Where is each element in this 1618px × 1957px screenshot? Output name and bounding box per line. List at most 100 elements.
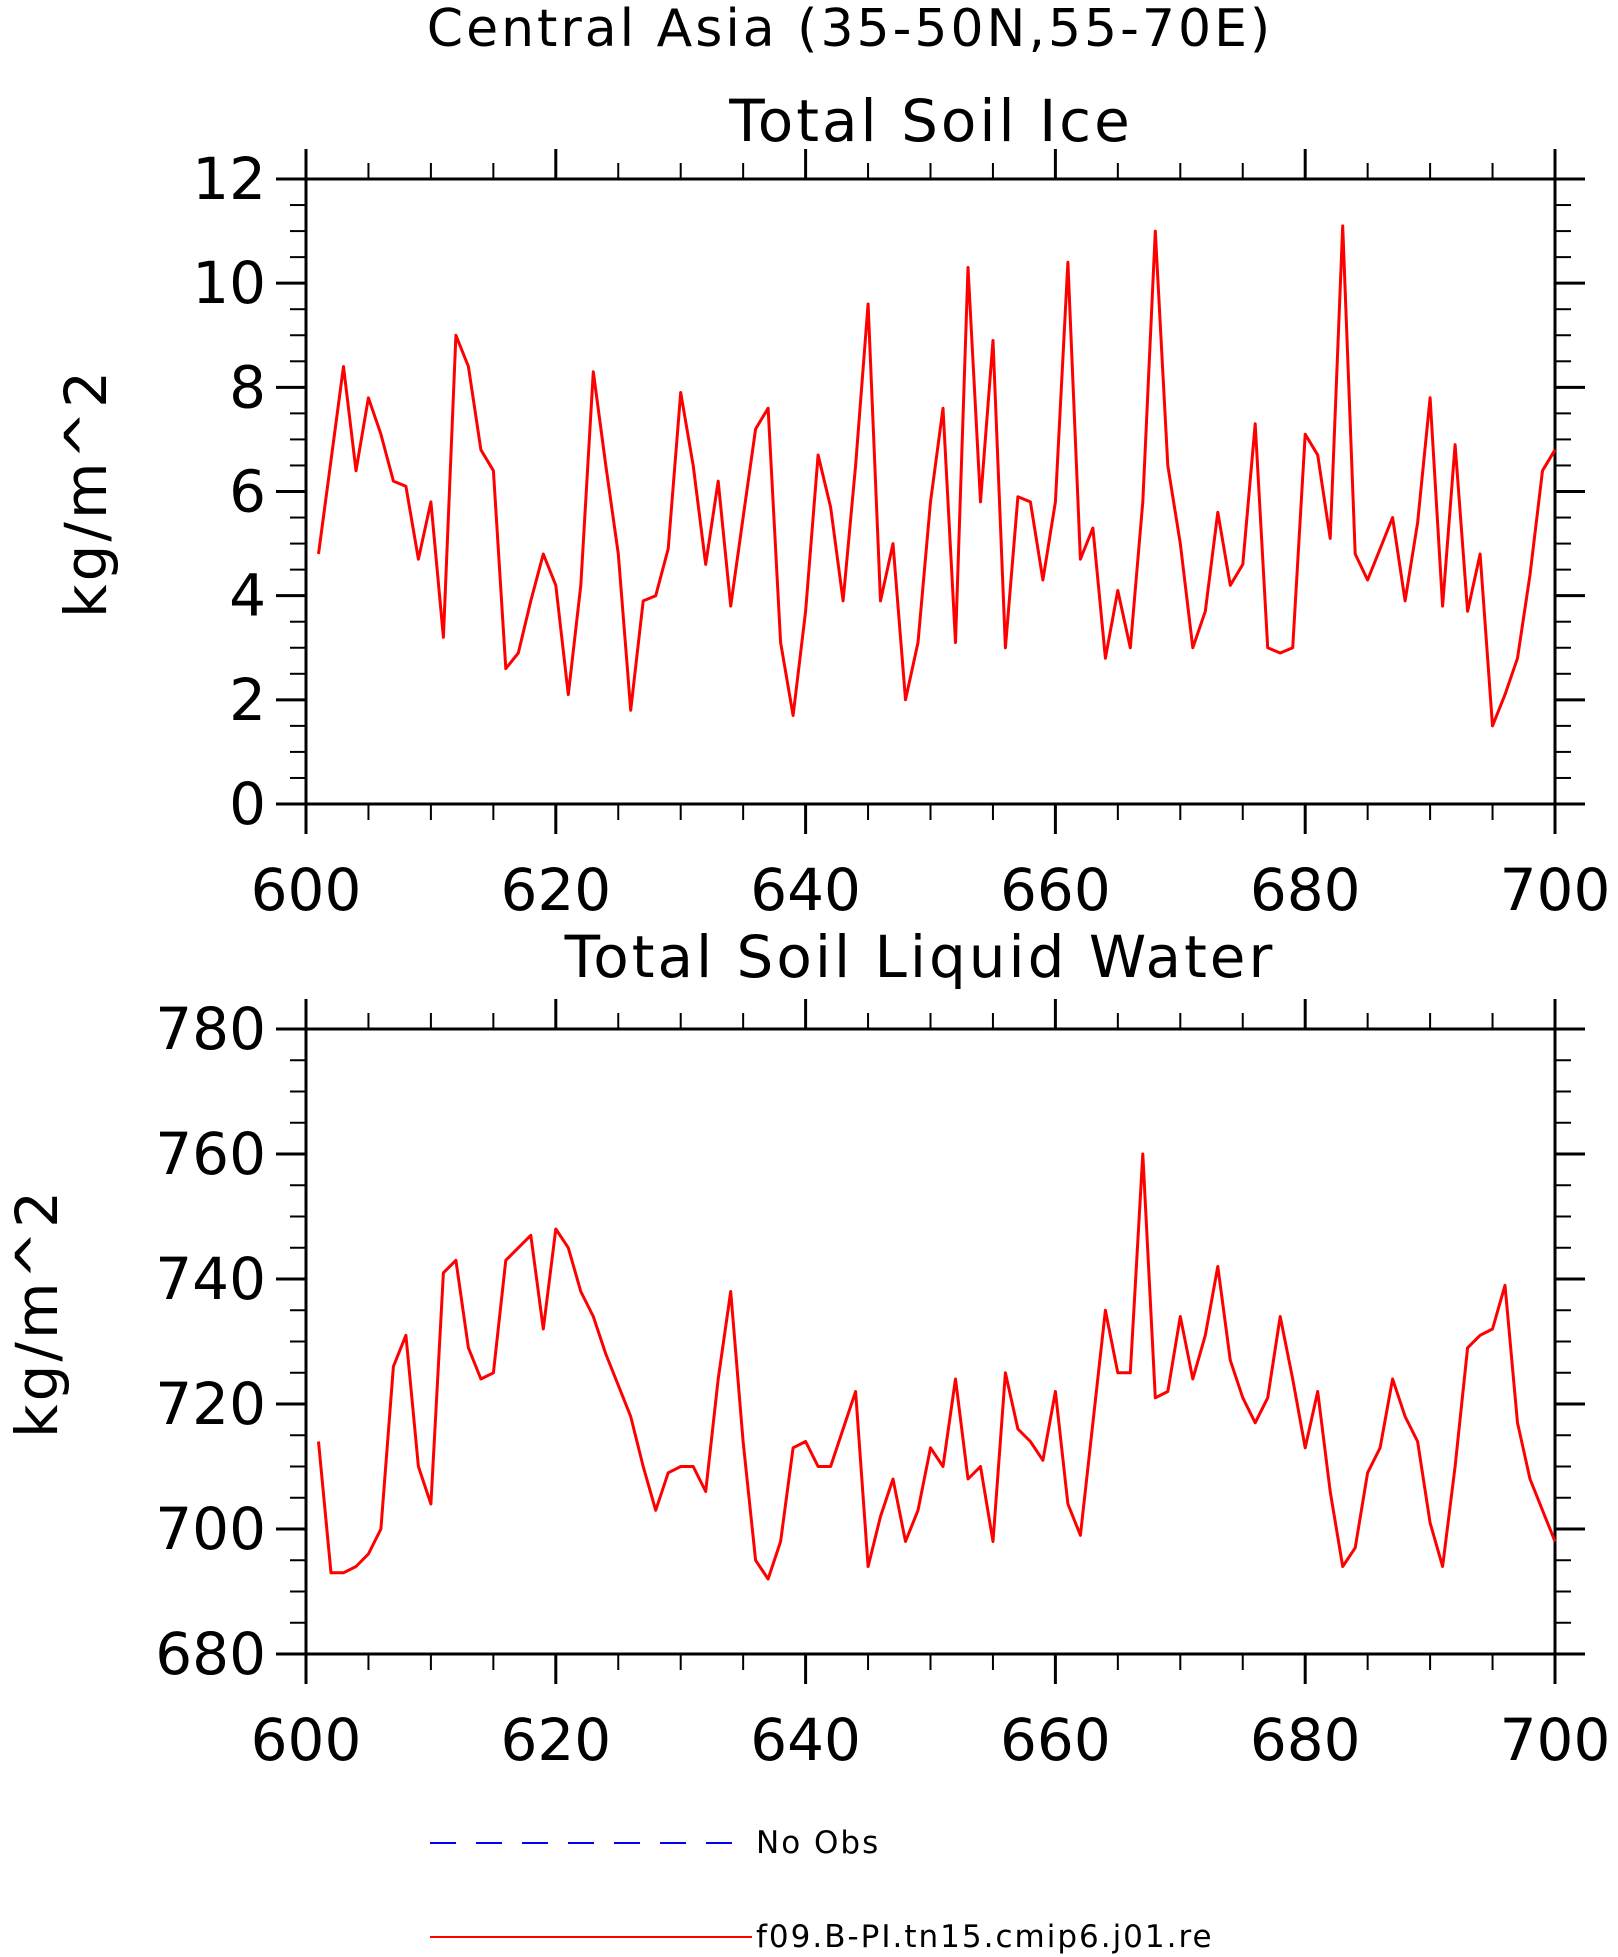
data-point (854, 1390, 858, 1394)
data-point (466, 365, 470, 369)
data-point (1091, 526, 1095, 530)
data-point (679, 391, 683, 395)
data-point (1016, 1427, 1020, 1431)
data-point (1128, 646, 1132, 650)
data-point (991, 338, 995, 342)
data-point (1253, 422, 1257, 426)
data-point (1128, 1371, 1132, 1375)
data-point (729, 1290, 733, 1294)
data-point (953, 1377, 957, 1381)
data-point (729, 604, 733, 608)
data-point (1541, 469, 1545, 473)
data-point (1116, 588, 1120, 592)
data-point (1378, 1446, 1382, 1450)
data-point (541, 1327, 545, 1331)
data-point (929, 1446, 933, 1450)
y-tick-label: 720 (155, 1370, 266, 1438)
data-point (866, 302, 870, 306)
plot-frame (304, 1027, 1557, 1656)
data-point (604, 463, 608, 467)
data-point (1328, 536, 1332, 540)
data-point (554, 583, 558, 587)
data-point (504, 1258, 508, 1262)
data-point (1078, 1533, 1082, 1537)
data-point (1428, 1521, 1432, 1525)
data-point (404, 1333, 408, 1337)
data-point (941, 406, 945, 410)
data-point (566, 693, 570, 697)
x-tick-label: 680 (1250, 1706, 1361, 1774)
data-point (691, 463, 695, 467)
data-point (1316, 1390, 1320, 1394)
figure-title: Central Asia (35-50N,55-70E) (427, 0, 1273, 59)
data-point (978, 1465, 982, 1469)
data-point (541, 552, 545, 556)
data-point (1203, 1333, 1207, 1337)
data-point (666, 1471, 670, 1475)
data-point (1441, 1565, 1445, 1569)
data-point (1166, 1390, 1170, 1394)
data-point (654, 1508, 658, 1512)
data-point (779, 1540, 783, 1544)
data-point (1103, 1308, 1107, 1312)
data-point (1403, 1415, 1407, 1419)
data-point (854, 463, 858, 467)
data-point (1341, 224, 1345, 228)
data-point (529, 599, 533, 603)
data-point (1453, 1465, 1457, 1469)
data-point (1216, 510, 1220, 514)
panel-liquid-series (317, 1152, 1557, 1581)
panel-ice: Total Soil Ice kg/m^2 600 620 640 660 680 700… (52, 87, 1610, 924)
data-point (754, 1558, 758, 1562)
data-point (316, 552, 320, 556)
data-point (391, 1365, 395, 1369)
data-point (841, 599, 845, 603)
data-point (679, 1465, 683, 1469)
x-tick-label: 700 (1500, 1706, 1611, 1774)
data-point (1253, 1421, 1257, 1425)
data-point (891, 1477, 895, 1481)
panel-liquid: Total Soil Liquid Water kg/m^2 600 620 640… (3, 923, 1610, 1774)
legend: No Obs f09.B-PI.tn15.cmip6.j01.re (430, 1825, 1212, 1955)
data-point (1491, 724, 1495, 728)
data-point (1303, 1446, 1307, 1450)
data-point (1041, 1458, 1045, 1462)
data-point (816, 1465, 820, 1469)
y-tick-label: 4 (229, 562, 266, 630)
data-point (691, 1465, 695, 1469)
x-tick-label: 660 (1000, 856, 1111, 924)
data-point (754, 427, 758, 431)
data-point (941, 1465, 945, 1469)
data-point (1003, 646, 1007, 650)
data-point (1066, 260, 1070, 264)
data-point (716, 479, 720, 483)
x-tick-label: 700 (1500, 856, 1611, 924)
data-point (891, 542, 895, 546)
data-point (1066, 1502, 1070, 1506)
data-point (1078, 557, 1082, 561)
panel-ice-series (316, 224, 1557, 728)
x-tick-label: 620 (500, 856, 611, 924)
data-point (1478, 1333, 1482, 1337)
data-point (1266, 1396, 1270, 1400)
data-point (604, 1352, 608, 1356)
y-tick-label: 8 (229, 353, 266, 421)
data-point (1353, 1546, 1357, 1550)
data-point (978, 500, 982, 504)
data-point (654, 594, 658, 598)
data-point (1203, 609, 1207, 613)
data-point (454, 333, 458, 337)
data-point (1503, 693, 1507, 697)
data-point (1528, 573, 1532, 577)
x-tick-label: 640 (750, 856, 861, 924)
data-point (791, 1446, 795, 1450)
data-point (1453, 443, 1457, 447)
data-point (1391, 1377, 1395, 1381)
panel-ice-axes: 600 620 640 660 680 700 0 2 4 6 8 10 12 (192, 145, 1610, 924)
data-point (579, 583, 583, 587)
data-point (666, 547, 670, 551)
data-point (1178, 542, 1182, 546)
data-point (379, 1527, 383, 1531)
data-point (429, 500, 433, 504)
